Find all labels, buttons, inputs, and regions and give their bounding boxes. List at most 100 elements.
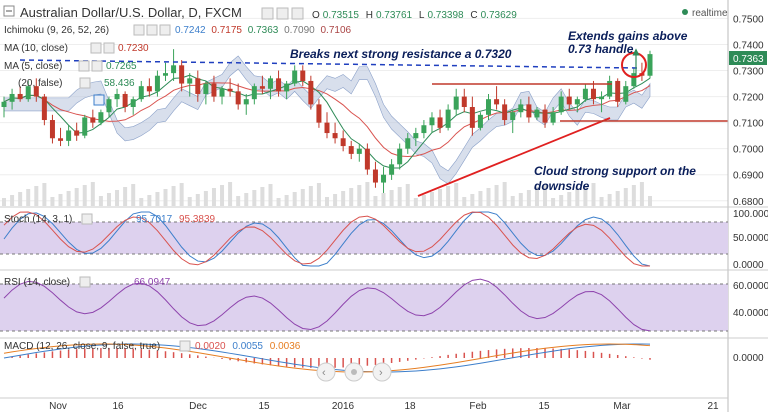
price-tick-label: 0.7500	[733, 14, 764, 25]
main-pane[interactable]	[0, 0, 728, 206]
o-label: O	[312, 10, 320, 21]
settings-gear-icon[interactable]	[93, 94, 105, 106]
volume-bar	[381, 193, 386, 206]
volume-bar	[341, 191, 346, 206]
stoch-tick-50: 50.0000	[733, 233, 768, 244]
volume-bar	[599, 197, 604, 206]
candle-body	[340, 138, 346, 147]
volume-bar	[155, 192, 160, 206]
ichimoku-values: 0.7242 0.7175 0.7363 0.7090 0.7106	[175, 25, 352, 36]
rsi-tick-40: 40.0000	[733, 308, 768, 319]
stoch-tick-0: 0.0000	[733, 260, 764, 271]
settings-icon[interactable]	[276, 7, 289, 20]
ichimoku-close-icon[interactable]	[159, 24, 171, 36]
stoch-v1: 95.7017	[136, 214, 173, 225]
more-icon[interactable]	[291, 7, 304, 20]
candle-body	[421, 125, 427, 134]
volume-bar	[397, 187, 402, 206]
rsi-eye-icon[interactable]	[79, 276, 91, 288]
candle-body	[324, 122, 330, 134]
last-price-value: 0.7363	[733, 54, 764, 65]
ichimoku-settings-icon[interactable]	[146, 24, 158, 36]
volume-bar	[90, 182, 95, 206]
scroll-left-icon[interactable]	[316, 362, 336, 382]
candle-body	[405, 138, 411, 149]
volume-bar	[131, 184, 136, 206]
ma10-label: MA (10, close)	[4, 43, 68, 54]
volume-bars	[2, 182, 652, 206]
volume-bar	[203, 191, 208, 206]
volume-bar	[74, 188, 79, 206]
volume-bar	[252, 190, 257, 206]
volume-bar	[365, 182, 370, 206]
volume-bar	[260, 187, 265, 206]
rsi-value: 66.0947	[134, 277, 171, 288]
last-price-badge	[729, 51, 767, 65]
volume-bar	[510, 196, 515, 206]
x-axis-label: 16	[112, 401, 124, 412]
ma10-close-icon[interactable]	[103, 42, 115, 54]
reset-zoom-dot	[351, 369, 357, 375]
volume-bar	[583, 186, 588, 206]
volume-bar	[429, 192, 434, 206]
volume-bar	[494, 185, 499, 206]
eye-icon[interactable]	[261, 7, 274, 20]
volume-bar	[373, 196, 378, 206]
stoch-eye-icon[interactable]	[81, 213, 93, 225]
candle-body	[510, 112, 516, 121]
volume-bar	[462, 197, 467, 206]
ichimoku-v0: 0.7242	[175, 25, 206, 36]
volume-bar	[357, 185, 362, 206]
ma10-eye-icon[interactable]	[90, 42, 102, 54]
header-controls[interactable]	[261, 7, 304, 20]
candle-body	[429, 117, 435, 126]
candle-body	[316, 104, 322, 123]
volume-bar	[147, 195, 152, 206]
price-tick-label: 0.7300	[733, 67, 764, 78]
candle-body	[389, 164, 395, 175]
ma5-close-icon[interactable]	[91, 60, 103, 72]
volume-bar	[308, 186, 313, 206]
volume-bar	[333, 194, 338, 206]
ichimoku-label: Ichimoku (9, 26, 52, 26)	[4, 25, 109, 36]
volume-bar	[98, 196, 103, 206]
rsi-label: RSI (14, close)	[4, 277, 70, 288]
ma5-eye-icon[interactable]	[78, 60, 90, 72]
moving-averages	[3, 74, 651, 169]
candle-body	[526, 104, 532, 118]
volume-bar	[228, 182, 233, 206]
volume-bar	[534, 187, 539, 206]
candle-body	[17, 93, 23, 100]
vol-value: 58.436	[104, 78, 135, 89]
realtime-label: realtime	[692, 8, 728, 19]
x-axis-labels: Nov 16 Dec 15 2016 18 Feb 15 Mar 21	[49, 401, 719, 412]
candle-body	[1, 101, 7, 107]
candle-body	[566, 96, 572, 105]
ichimoku-v2: 0.7363	[248, 25, 279, 36]
candle-body	[211, 83, 217, 97]
candles	[1, 49, 653, 193]
ichimoku-eye-icon[interactable]	[133, 24, 145, 36]
candle-body	[582, 88, 588, 100]
macd-eye-icon[interactable]	[179, 340, 191, 352]
candle-body	[49, 120, 55, 139]
candle-body	[372, 169, 378, 183]
candle-body	[74, 130, 80, 136]
ma5-line	[3, 74, 651, 169]
volume-bar	[413, 198, 418, 206]
vol-eye-icon[interactable]	[79, 77, 91, 89]
o-value: 0.73515	[323, 10, 360, 21]
volume-bar	[34, 186, 39, 206]
price-tick-label: 0.7200	[733, 93, 764, 104]
scroll-left-glyph: ‹	[322, 367, 326, 379]
ma5-label: MA (5, close)	[4, 61, 62, 72]
candle-body	[163, 73, 168, 76]
volume-bar	[220, 185, 225, 206]
volume-bar	[284, 195, 289, 206]
price-tick-label: 0.7000	[733, 145, 764, 156]
volume-bar	[171, 186, 176, 206]
volume-bar	[543, 184, 548, 206]
scroll-right-icon[interactable]	[372, 362, 392, 382]
